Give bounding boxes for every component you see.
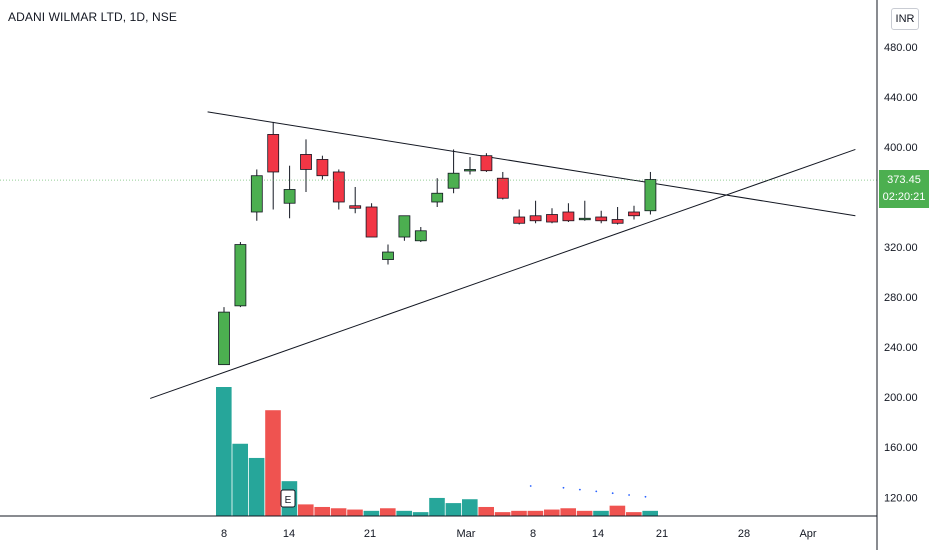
price-tick-label: 240.00 xyxy=(884,342,918,354)
volume-bar xyxy=(265,410,281,516)
volume-bar xyxy=(609,505,626,516)
volume-bar xyxy=(544,509,560,516)
currency-button[interactable]: INR xyxy=(891,8,919,30)
time-tick-label: 21 xyxy=(656,528,668,540)
time-tick-label: 28 xyxy=(738,528,750,540)
volume-bar xyxy=(298,504,314,516)
volume-bar xyxy=(511,510,527,516)
bar-countdown: 02:20:21 xyxy=(882,191,926,203)
volume-bar xyxy=(494,512,511,516)
volume-dot xyxy=(578,488,581,491)
volume-bar xyxy=(248,457,265,516)
volume-bar xyxy=(380,508,396,516)
volume-bar xyxy=(216,387,232,516)
volume-bar xyxy=(527,510,544,516)
volume-bar xyxy=(396,510,412,516)
candle-body xyxy=(578,217,591,221)
time-axis[interactable]: 8 14 21 Mar 8 14 21 28 Apr xyxy=(221,528,817,540)
candle-body xyxy=(447,172,460,189)
candle-body xyxy=(365,206,378,238)
candle-body xyxy=(267,134,280,173)
candle-body xyxy=(513,216,526,224)
candle-body xyxy=(316,159,329,177)
time-tick-label: 21 xyxy=(364,528,376,540)
volume-bar xyxy=(576,510,593,516)
volume-dot xyxy=(529,485,532,487)
price-tick-label: 320.00 xyxy=(884,242,918,254)
candle-body xyxy=(562,211,575,222)
volume-bar xyxy=(593,510,609,516)
volume-dot xyxy=(562,486,565,489)
volume-bar xyxy=(314,506,330,516)
volume-bar xyxy=(232,443,248,516)
volume-dot xyxy=(595,490,598,493)
last-price-value: 373.45 xyxy=(887,174,921,186)
trendlines[interactable] xyxy=(150,111,856,399)
earnings-marker-label[interactable]: E xyxy=(285,495,292,506)
time-tick-label: 8 xyxy=(221,528,227,540)
price-axis[interactable]: 480.00440.00400.00360.00320.00280.00240.… xyxy=(884,42,918,504)
last-price-tag: 373.45 02:20:21 xyxy=(879,170,929,208)
volume-bar xyxy=(462,499,478,516)
candle-body xyxy=(414,230,427,242)
candle-body xyxy=(332,171,345,203)
candles xyxy=(218,121,657,366)
time-tick-label: 14 xyxy=(592,528,604,540)
volume-bar xyxy=(429,497,445,516)
time-tick-label: Mar xyxy=(457,528,476,540)
trendline-lower xyxy=(150,148,856,399)
price-tick-label: 440.00 xyxy=(884,92,918,104)
candle-body xyxy=(300,154,312,170)
volume-bar xyxy=(642,510,658,516)
volume-bar xyxy=(445,503,462,516)
candle-body xyxy=(283,189,296,204)
volume-bar xyxy=(560,508,576,516)
candle-body xyxy=(496,177,509,199)
time-tick-label: 14 xyxy=(283,528,295,540)
candle-body xyxy=(382,251,394,260)
earnings-marker-box[interactable] xyxy=(280,489,296,508)
volume-bar xyxy=(347,509,363,516)
candle-body xyxy=(644,179,657,212)
price-tick-label: 480.00 xyxy=(884,42,918,54)
candle-body xyxy=(595,216,608,222)
candle-body xyxy=(546,214,558,223)
trendline-upper xyxy=(207,111,856,217)
volume-bars xyxy=(216,387,658,516)
candle-body xyxy=(431,192,444,203)
volume-bar xyxy=(330,508,347,516)
price-tick-label: 280.00 xyxy=(884,292,918,304)
time-tick-label: Apr xyxy=(799,528,816,540)
volume-dot xyxy=(628,494,630,496)
volume-bar xyxy=(412,512,429,516)
candle-body xyxy=(218,311,230,366)
price-tick-label: 200.00 xyxy=(884,392,918,404)
candle-body xyxy=(464,169,476,172)
volume-bar xyxy=(363,510,380,516)
price-tick-label: 160.00 xyxy=(884,442,918,454)
price-tick-label: 400.00 xyxy=(884,142,918,154)
candle-body xyxy=(628,211,640,217)
candle-body xyxy=(398,215,411,238)
candle-body xyxy=(349,205,362,209)
candle-body xyxy=(529,215,542,222)
candle-body xyxy=(250,175,263,213)
volume-dot xyxy=(644,495,647,498)
candle-body xyxy=(480,155,493,172)
candle-body xyxy=(611,219,624,224)
volume-dot xyxy=(611,492,614,495)
time-tick-label: 8 xyxy=(530,528,536,540)
symbol-title: ADANI WILMAR LTD, 1D, NSE xyxy=(8,10,177,24)
volume-dots xyxy=(529,485,647,498)
candle-body xyxy=(234,244,247,307)
volume-bar xyxy=(478,506,494,516)
volume-bar xyxy=(626,512,642,516)
price-tick-label: 120.00 xyxy=(884,492,918,504)
